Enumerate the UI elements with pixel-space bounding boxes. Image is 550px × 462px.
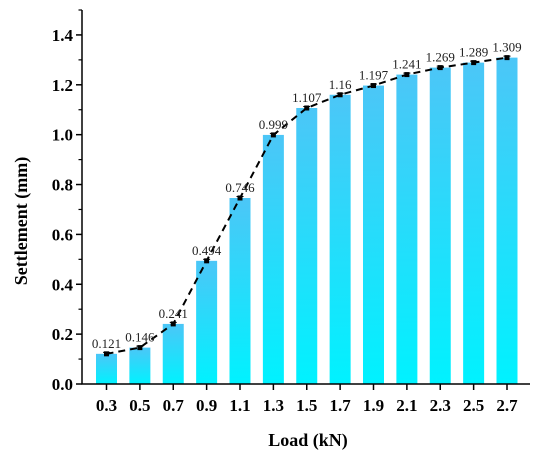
data-label: 1.269 (426, 50, 455, 65)
y-tick-label: 0.8 (52, 176, 73, 195)
data-point (503, 55, 511, 61)
data-label: 0.494 (192, 243, 222, 258)
y-tick-label: 1.0 (52, 126, 73, 145)
data-point (403, 72, 411, 78)
bar (329, 94, 351, 385)
x-tick-label: 2.3 (430, 396, 451, 415)
data-point (269, 132, 277, 138)
data-label: 0.146 (125, 330, 155, 345)
y-tick-label: 1.4 (52, 26, 74, 45)
data-label: 1.309 (492, 40, 521, 55)
data-label: 0.999 (259, 117, 288, 132)
trend-line-group (103, 55, 511, 357)
bar (463, 62, 485, 385)
bar (196, 260, 218, 384)
data-labels-group: 0.121 0.146 0.241 0.494 0.746 0.999 1.107 1.16 1… (92, 40, 522, 351)
x-tick-label: 1.5 (296, 396, 317, 415)
x-axis-title: Load (kN) (268, 430, 348, 451)
bar (363, 85, 384, 385)
y-tick-label: 0.6 (52, 225, 73, 244)
y-axis-title: Settlement (mm) (11, 157, 32, 285)
data-point (103, 351, 110, 357)
data-label: 0.746 (225, 180, 255, 195)
x-tick-label: 1.7 (330, 396, 352, 415)
data-point (303, 105, 311, 111)
data-label: 1.289 (459, 45, 488, 60)
data-label: 1.197 (359, 68, 389, 83)
data-point (436, 65, 444, 71)
data-point (470, 60, 478, 66)
x-tick-label: 2.7 (496, 396, 518, 415)
x-tick-label: 1.3 (263, 396, 284, 415)
bar (262, 134, 284, 384)
data-label: 1.16 (329, 77, 352, 92)
y-tick-label: 1.2 (52, 76, 73, 95)
bar (296, 107, 318, 385)
data-point (236, 195, 244, 201)
bar (96, 353, 117, 384)
bars-group (96, 57, 518, 385)
x-tick-label: 2.5 (463, 396, 484, 415)
bar (229, 198, 251, 384)
y-tick-label: 0.0 (52, 375, 73, 394)
data-point (169, 321, 177, 327)
data-point (336, 92, 344, 98)
bar (162, 323, 184, 384)
x-tick-label: 0.5 (129, 396, 150, 415)
bar (429, 67, 451, 384)
data-label: 0.121 (92, 336, 121, 351)
x-tick-label: 0.7 (163, 396, 185, 415)
axes-group: 0.0 0.2 0.4 0.6 0.8 1.0 1.2 1.4 0.3 0.5 0.7 0.9 1.1 1… (52, 9, 530, 415)
data-point (370, 83, 377, 89)
x-tick-label: 1.9 (363, 396, 384, 415)
y-tick-label: 0.4 (52, 275, 74, 294)
x-tick-label: 0.9 (196, 396, 217, 415)
x-tick-label: 1.1 (229, 396, 250, 415)
x-tick-label: 2.1 (396, 396, 417, 415)
data-point (203, 258, 211, 264)
data-label: 1.241 (392, 57, 421, 72)
bar (129, 347, 151, 384)
data-label: 1.107 (292, 90, 322, 105)
bar (496, 57, 518, 385)
data-point (136, 345, 144, 351)
bar (396, 74, 418, 384)
y-tick-label: 0.2 (52, 325, 73, 344)
data-label: 0.241 (159, 306, 188, 321)
x-tick-label: 0.3 (96, 396, 117, 415)
